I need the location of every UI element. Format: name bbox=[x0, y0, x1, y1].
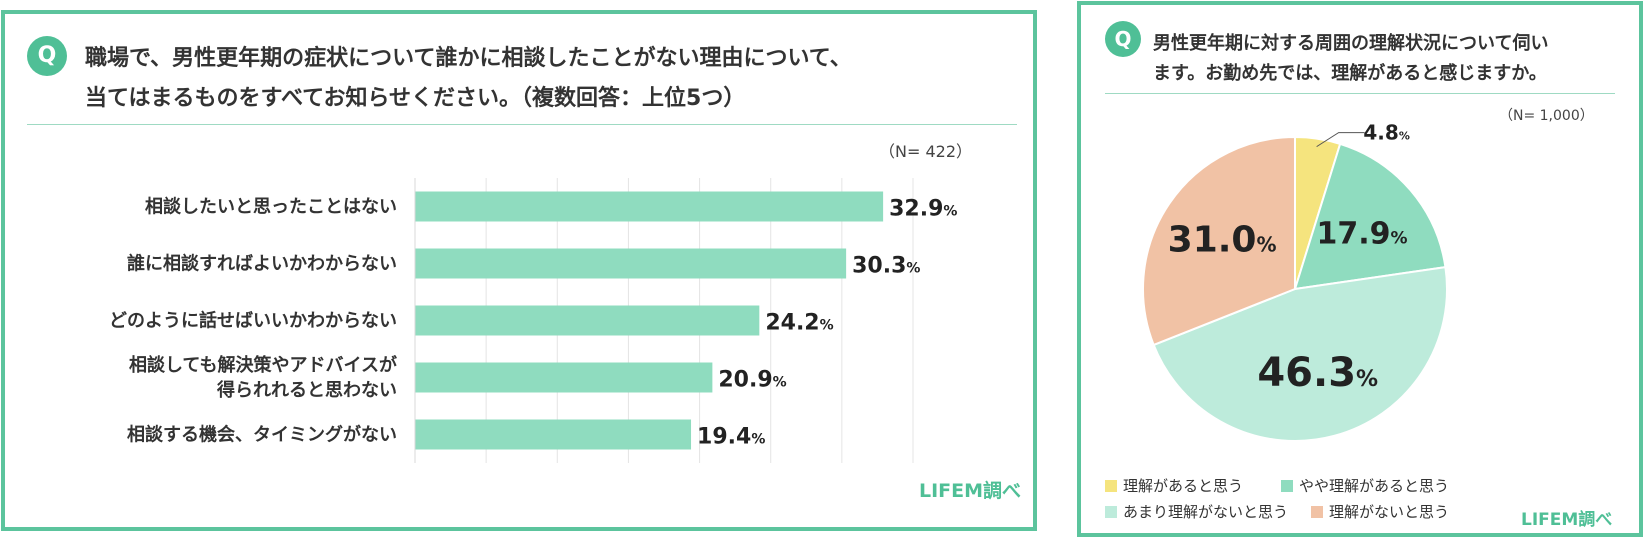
category-label-line: 誰に相談すればよいかわからない bbox=[127, 253, 397, 275]
leader-line bbox=[1316, 132, 1365, 148]
legend-label: 理解があると思う bbox=[1123, 477, 1244, 495]
legend-swatch bbox=[1311, 506, 1323, 518]
legend-item: あまり理解がないと思う bbox=[1105, 501, 1288, 522]
bar bbox=[415, 305, 760, 336]
title-divider bbox=[1105, 93, 1615, 94]
category-label-line: 得られれると思わない bbox=[216, 379, 397, 401]
pie-slice bbox=[1293, 142, 1447, 291]
data-label-unit: % bbox=[1356, 367, 1378, 392]
legend-label: あまり理解がないと思う bbox=[1123, 503, 1289, 521]
question-badge: Q bbox=[27, 36, 67, 76]
question-line-2: ます。お勤め先では、理解があると感じますか。 bbox=[1153, 63, 1547, 84]
source-credit: LIFEM調べ bbox=[919, 480, 1022, 502]
data-label-unit: % bbox=[1391, 229, 1408, 249]
data-label-unit: % bbox=[943, 204, 957, 220]
bar bbox=[415, 248, 847, 279]
data-label-unit: % bbox=[1256, 232, 1276, 256]
right-panel: Q 男性更年期に対する周囲の理解状況について伺い ます。お勤め先では、理解がある… bbox=[1077, 1, 1643, 537]
left-panel: Q 職場で、男性更年期の症状について誰かに相談したことがない理由について、 当て… bbox=[1, 10, 1037, 531]
data-label: 19.4% bbox=[697, 425, 765, 450]
pie-slice bbox=[1142, 135, 1296, 347]
question-line-1: 男性更年期に対する周囲の理解状況について伺い bbox=[1153, 33, 1549, 54]
bar bbox=[415, 419, 692, 450]
legend-item: やや理解があると思う bbox=[1281, 475, 1449, 496]
category-label: どのように話せばいいかわからない bbox=[109, 310, 397, 332]
category-label: 相談しても解決策やアドバイスが得られれると思わない bbox=[129, 354, 397, 401]
legend-swatch bbox=[1105, 480, 1117, 492]
category-label: 誰に相談すればよいかわからない bbox=[127, 253, 397, 275]
question-line-1: 職場で、男性更年期の症状について誰かに相談したことがない理由について、 bbox=[85, 46, 852, 71]
legend-item: 理解があると思う bbox=[1105, 475, 1243, 496]
data-label-unit: % bbox=[1399, 130, 1410, 143]
data-label: 30.3% bbox=[852, 254, 920, 279]
legend-label: やや理解があると思う bbox=[1299, 477, 1450, 495]
data-label: 32.9% bbox=[889, 197, 957, 222]
sample-size-label: （N= 422） bbox=[879, 142, 973, 161]
data-label: 4.8% bbox=[1363, 123, 1409, 145]
category-label-line: 相談しても解決策やアドバイスが bbox=[129, 354, 397, 376]
question-badge: Q bbox=[1105, 21, 1141, 57]
pie-slice bbox=[1152, 265, 1448, 443]
bar bbox=[415, 362, 713, 393]
legend-swatch bbox=[1281, 480, 1293, 492]
legend-label: 理解がないと思う bbox=[1329, 503, 1450, 521]
category-label-line: 相談したいと思ったことはない bbox=[145, 196, 397, 218]
legend-item: 理解がないと思う bbox=[1311, 501, 1449, 522]
category-label: 相談する機会、タイミングがない bbox=[127, 424, 397, 446]
data-label-unit: % bbox=[751, 432, 765, 448]
category-label: 相談したいと思ったことはない bbox=[145, 196, 397, 218]
question-line-2: 当てはまるものをすべてお知らせください。（複数回答：上位5つ） bbox=[85, 86, 746, 111]
data-label-unit: % bbox=[906, 261, 920, 277]
pie-chart: 4.8%17.9%46.3%31.0% bbox=[1142, 123, 1448, 443]
data-label-unit: % bbox=[820, 318, 834, 334]
sample-size-label: （N= 1,000） bbox=[1499, 108, 1594, 124]
title-divider bbox=[27, 124, 1017, 125]
legend-swatch bbox=[1105, 506, 1117, 518]
category-label-line: 相談する機会、タイミングがない bbox=[127, 424, 397, 446]
category-label-line: どのように話せばいいかわからない bbox=[109, 310, 397, 332]
pie-legend: 理解があると思う やや理解があると思う あまり理解がないと思う 理解がないと思う bbox=[1081, 475, 1641, 525]
data-label-unit: % bbox=[773, 375, 787, 391]
data-label: 20.9% bbox=[718, 368, 786, 393]
bar bbox=[415, 191, 884, 222]
data-label: 24.2% bbox=[765, 311, 833, 336]
bar-chart: 相談したいと思ったことはない 32.9% 誰に相談すればよいかわからない 30.3% ど… bbox=[109, 178, 957, 463]
source-credit: LIFEM調べ bbox=[1521, 510, 1613, 530]
